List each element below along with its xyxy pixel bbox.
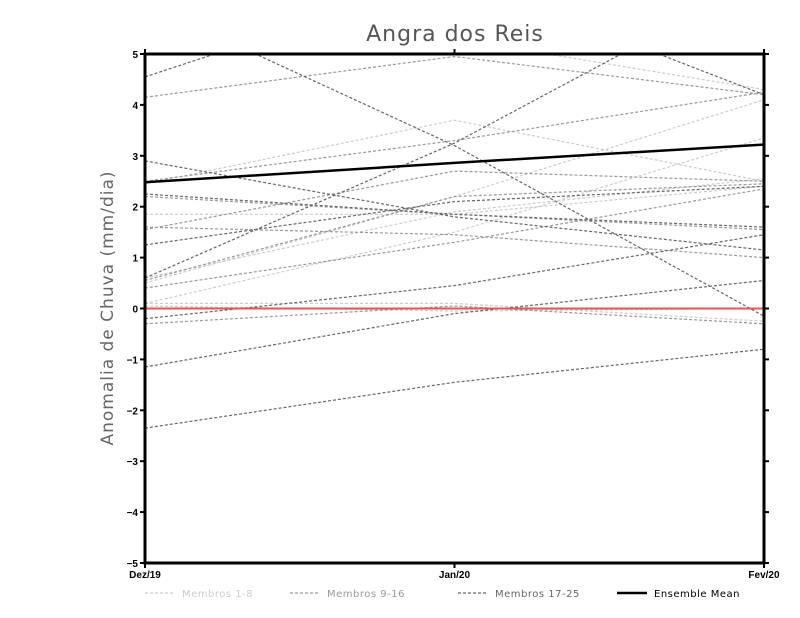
x-tick-label: Dez/19 <box>129 570 161 581</box>
legend: Membros 1-8 Membros 9-16 Membros 17-25 Ense… <box>145 589 740 600</box>
x-tick-label: Jan/20 <box>439 570 471 581</box>
y-tick-label: −4 <box>127 508 139 519</box>
member-line-g3-8 <box>145 54 623 279</box>
x-tick-label: Fev/20 <box>748 570 780 581</box>
member-line-g3-6 <box>145 54 764 96</box>
y-tick-label: 1 <box>132 254 138 265</box>
y-axis-label: Anomalia de Chuva (mm/dia) <box>98 170 118 445</box>
ensemble-mean-line <box>145 143 764 184</box>
member-line-g3-7 <box>254 54 764 317</box>
series-layer <box>145 54 764 429</box>
member-line-g3-1 <box>145 348 764 429</box>
chart-title: Angra dos Reis <box>366 22 544 47</box>
member-line-g3-4 <box>145 185 764 246</box>
y-tick-label: 4 <box>132 101 138 112</box>
y-tick-label: 2 <box>132 203 138 214</box>
member-line-g2-5 <box>145 170 764 231</box>
ticks-layer: −5 −4 −3 −2 −1 0 1 2 3 4 5 Dez/19 Jan/20 Fev/20 <box>127 49 780 581</box>
member-line-g3-9 <box>145 193 764 228</box>
y-tick-label: 0 <box>132 305 138 316</box>
legend-label: Membros 1-8 <box>182 589 253 600</box>
member-line-g1-5 <box>145 302 764 322</box>
member-line-g3-3 <box>145 234 764 320</box>
y-tick-label: −3 <box>127 457 139 468</box>
member-line-g2-3 <box>145 91 764 182</box>
y-tick-label: −5 <box>127 559 139 570</box>
member-line-g1-3 <box>145 137 764 304</box>
member-line-g1-1 <box>145 119 764 185</box>
y-tick-label: 5 <box>132 50 138 61</box>
member-line-g1-4 <box>145 185 764 215</box>
y-tick-label: −2 <box>127 406 139 417</box>
member-line-g3-5 <box>145 160 764 251</box>
member-line-g2-6 <box>145 305 764 325</box>
member-line-g2-2 <box>145 226 764 259</box>
legend-label: Membros 17-25 <box>495 589 580 600</box>
legend-label: Ensemble Mean <box>654 589 740 600</box>
member-line-g1-8 <box>145 178 764 279</box>
y-tick-label: −1 <box>127 355 139 366</box>
member-line-g2-1 <box>145 55 764 98</box>
legend-label: Membros 9-16 <box>327 589 405 600</box>
y-tick-label: 3 <box>132 152 138 163</box>
member-line-g2-8 <box>145 188 764 289</box>
member-line-g2-4 <box>145 183 764 282</box>
member-line-g3-2 <box>145 279 764 368</box>
